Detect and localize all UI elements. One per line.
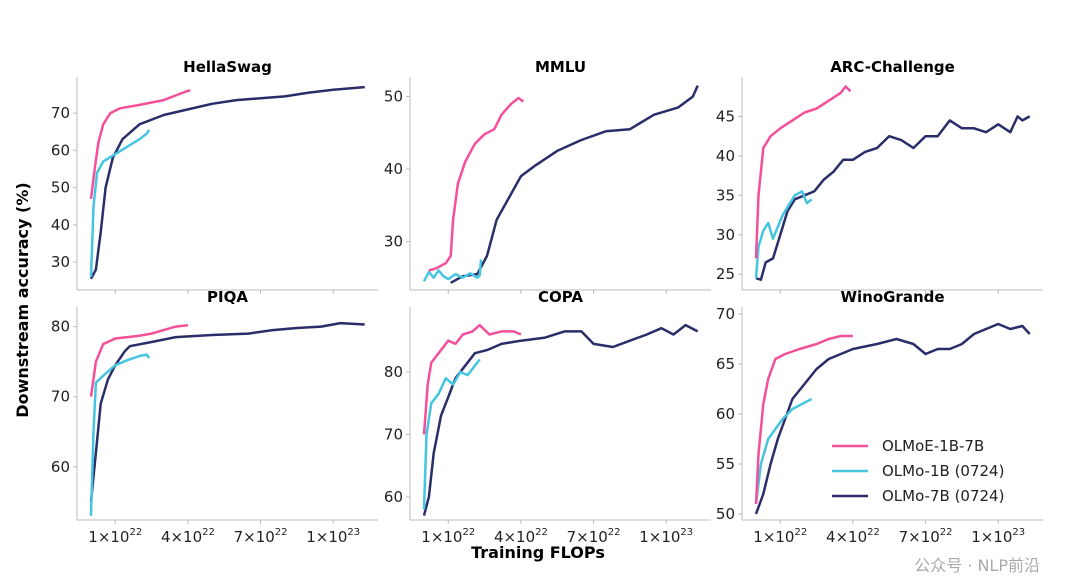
series-line-olmo-7b-0724- [422, 323, 699, 516]
y-tick-label: 30 [51, 253, 70, 271]
x-tick-base: 4×10 [826, 528, 867, 546]
y-tick-label: 70 [51, 104, 70, 122]
y-tick-label: 25 [716, 265, 735, 283]
series-line-olmoe-1b-7b [754, 85, 852, 259]
series-line-olmo-7b-0724- [89, 85, 365, 280]
x-tick-base: 7×10 [899, 528, 940, 546]
panel-title: COPA [538, 288, 583, 306]
x-tick-label: 4×1022 [826, 527, 880, 546]
x-tick-exponent: 22 [608, 527, 621, 538]
x-tick-label: 7×1022 [567, 527, 621, 546]
x-tick-base: 1×10 [639, 528, 680, 546]
y-tick-label: 30 [384, 232, 403, 250]
x-tick-label: 1×1022 [753, 527, 807, 546]
x-tick-exponent: 23 [1012, 527, 1025, 538]
x-tick-label: 1×1023 [639, 527, 693, 546]
series-line-olmo-7b-0724- [89, 321, 365, 502]
panel-title: ARC-Challenge [830, 58, 955, 76]
y-tick-label: 55 [716, 455, 735, 473]
y-tick-label: 40 [51, 216, 70, 234]
x-tick-exponent: 22 [940, 527, 953, 538]
x-tick-exponent: 22 [129, 527, 142, 538]
x-tick-label: 4×1022 [494, 527, 548, 546]
y-tick-label: 60 [716, 405, 735, 423]
series-line-olmo-7b-0724- [754, 322, 1031, 515]
x-tick-exponent: 22 [275, 527, 288, 538]
x-tick-exponent: 23 [347, 527, 360, 538]
legend-label: OLMo-7B (0724) [882, 487, 1004, 505]
x-tick-exponent: 22 [867, 527, 880, 538]
series-line-olmoe-1b-7b [89, 89, 191, 199]
legend: OLMoE-1B-7B OLMo-1B (0724) OLMo-7B (0724) [832, 437, 1004, 505]
y-tick-label: 40 [716, 147, 735, 165]
series-line-olmo-1b-0724- [89, 353, 151, 516]
y-tick-label: 60 [384, 488, 403, 506]
y-tick-label: 40 [384, 160, 403, 178]
x-tick-base: 1×10 [971, 528, 1012, 546]
y-tick-label: 50 [51, 179, 70, 197]
y-tick-label: 70 [716, 305, 735, 323]
x-tick-base: 4×10 [161, 528, 202, 546]
series-line-olmo-1b-0724- [89, 129, 151, 278]
y-tick-label: 50 [384, 88, 403, 106]
x-tick-exponent: 22 [794, 527, 807, 538]
y-tick-label: 50 [716, 505, 735, 523]
watermark: 公众号 · NLP前沿 [914, 556, 1040, 575]
panel-title: MMLU [535, 58, 586, 76]
panel-hellaswag: HellaSwag 30 40 50 60 70 [51, 58, 378, 294]
x-tick-exponent: 23 [680, 527, 693, 538]
legend-label: OLMoE-1B-7B [882, 437, 984, 455]
series-line-olmo-1b-0724- [754, 190, 813, 279]
x-tick-base: 7×10 [567, 528, 608, 546]
series-line-olmo-7b-0724- [755, 115, 1031, 281]
y-tick-label: 60 [51, 458, 70, 476]
panel-title: PIQA [207, 288, 248, 306]
series-line-olmo-1b-0724- [422, 358, 481, 510]
x-tick-label: 1×1022 [88, 527, 142, 546]
panel-mmlu: MMLU 30 40 50 [384, 58, 711, 294]
x-tick-base: 1×10 [306, 528, 347, 546]
y-tick-label: 80 [51, 318, 70, 336]
series-line-olmoe-1b-7b [428, 96, 525, 272]
series-line-olmo-7b-0724- [450, 85, 699, 284]
x-tick-base: 1×10 [753, 528, 794, 546]
x-tick-label: 1×1022 [421, 527, 475, 546]
x-tick-exponent: 22 [535, 527, 548, 538]
series-line-olmo-1b-0724- [422, 259, 483, 282]
y-axis-label: Downstream accuracy (%) [13, 182, 32, 417]
y-tick-label: 65 [716, 355, 735, 373]
x-tick-label: 7×1022 [234, 527, 288, 546]
legend-label: OLMo-1B (0724) [882, 462, 1004, 480]
x-tick-base: 1×10 [88, 528, 129, 546]
series-line-olmoe-1b-7b [89, 323, 189, 397]
x-tick-base: 1×10 [421, 528, 462, 546]
y-tick-label: 45 [716, 107, 735, 125]
x-tick-exponent: 22 [462, 527, 475, 538]
y-tick-label: 60 [51, 141, 70, 159]
series-line-olmoe-1b-7b [754, 334, 853, 505]
y-tick-label: 30 [716, 226, 735, 244]
x-tick-label: 4×1022 [161, 527, 215, 546]
x-tick-base: 7×10 [234, 528, 275, 546]
series-line-olmoe-1b-7b [422, 323, 522, 435]
x-tick-exponent: 22 [202, 527, 215, 538]
x-tick-base: 4×10 [494, 528, 535, 546]
panel-arc-challenge: ARC-Challenge 25 30 35 40 45 [716, 58, 1043, 294]
y-tick-label: 70 [51, 388, 70, 406]
x-tick-label: 7×1022 [899, 527, 953, 546]
y-tick-label: 70 [384, 425, 403, 443]
x-tick-label: 1×1023 [306, 527, 360, 546]
y-tick-label: 80 [384, 363, 403, 381]
x-axis-label: Training FLOPs [471, 543, 605, 562]
panel-title: HellaSwag [183, 58, 272, 76]
panel-title: WinoGrande [840, 288, 944, 306]
x-tick-label: 1×1023 [971, 527, 1025, 546]
y-tick-label: 35 [716, 186, 735, 204]
series-line-olmo-1b-0724- [754, 397, 813, 505]
